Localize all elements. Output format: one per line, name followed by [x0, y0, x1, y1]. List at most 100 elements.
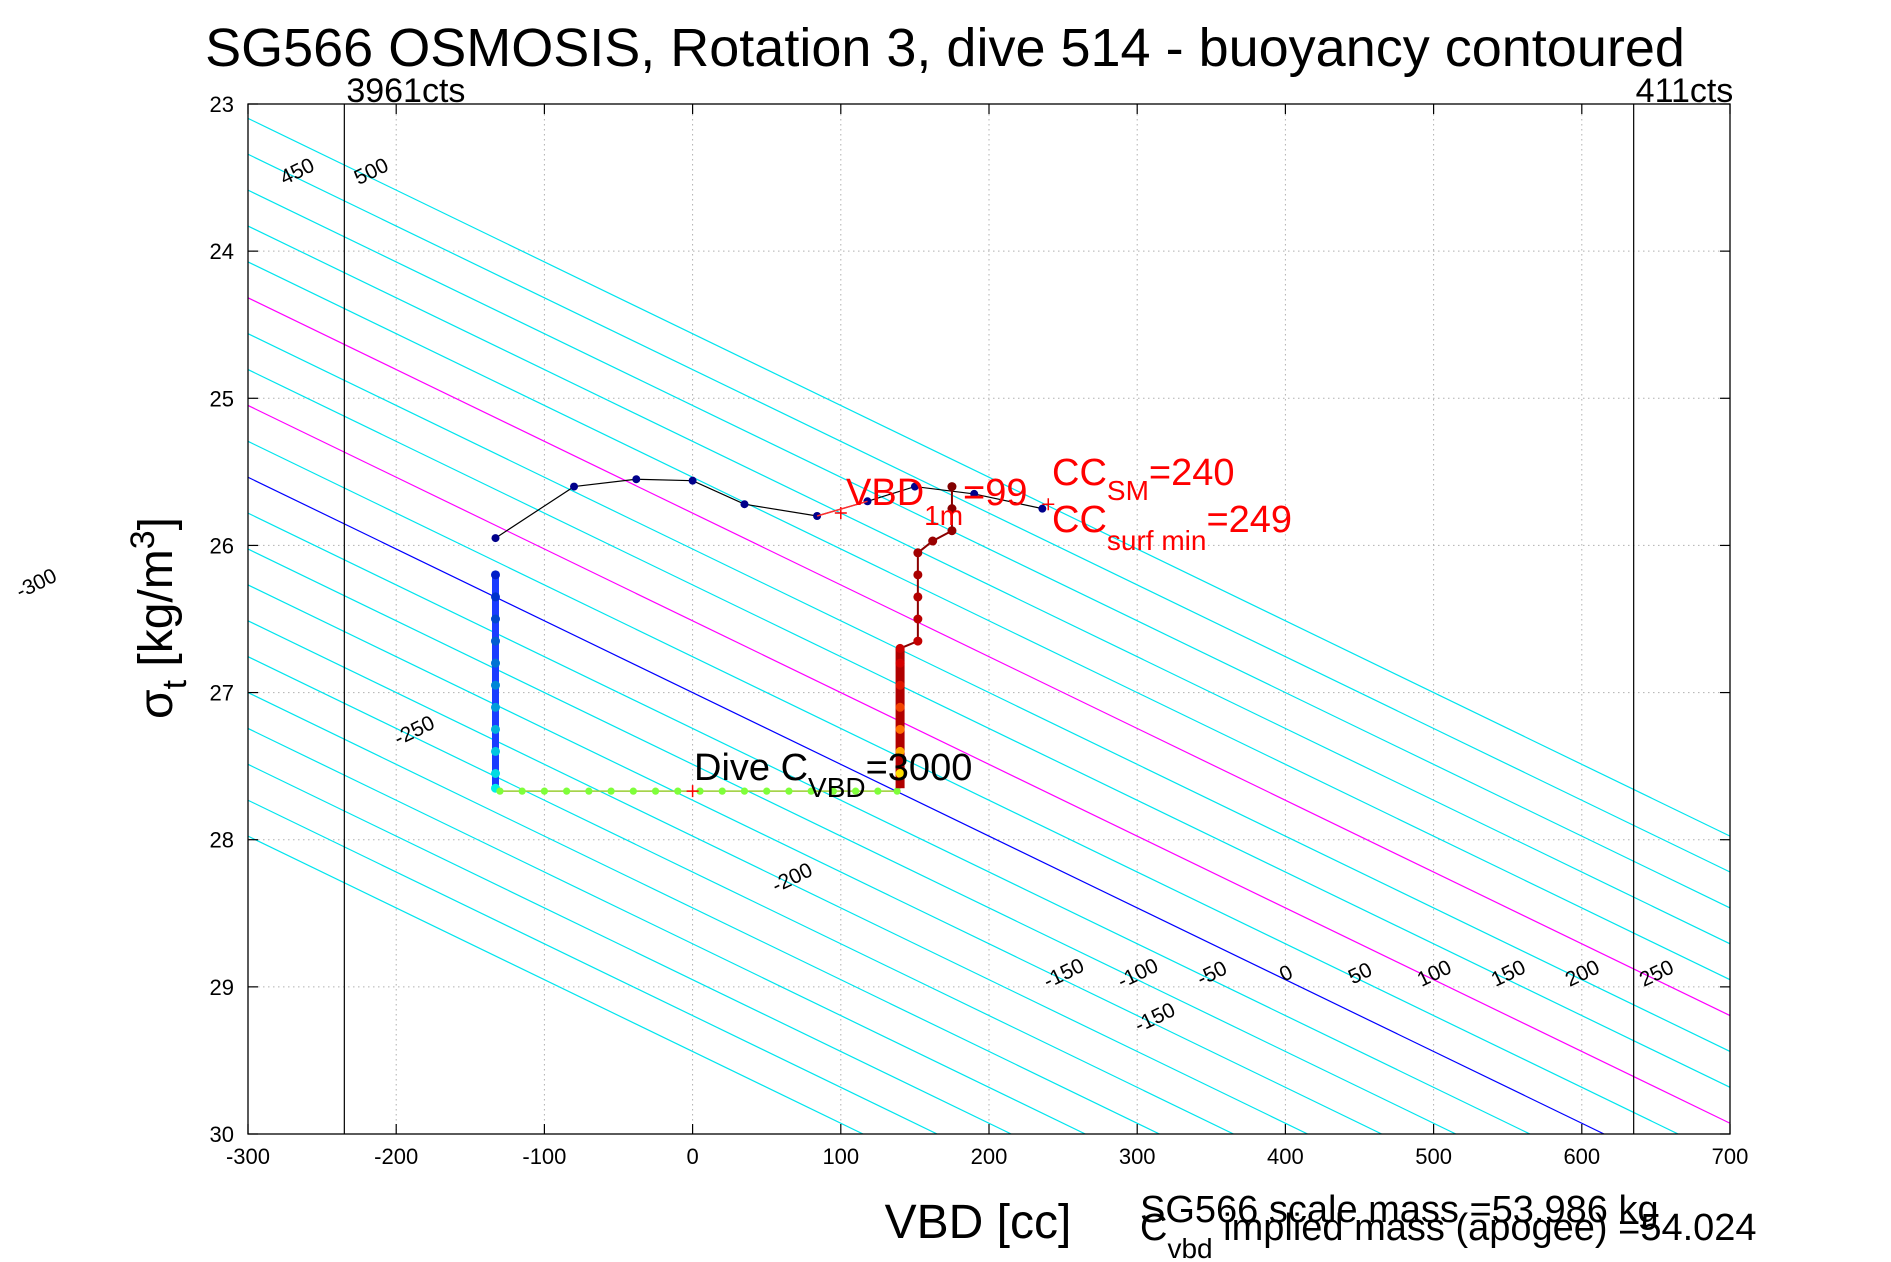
- contour-line: [248, 835, 864, 1134]
- vbd-1m-annotation: VBD1m=99: [846, 472, 1028, 531]
- climb-point: [740, 500, 749, 509]
- contour-line: [248, 763, 1012, 1134]
- ascent-point: [895, 702, 905, 712]
- climb-path-line: [495, 478, 1043, 539]
- apogee-point: [852, 787, 860, 795]
- dive-data: [490, 475, 1055, 798]
- contour-line: [248, 656, 1234, 1134]
- x-tick-label: -300: [226, 1144, 270, 1169]
- y-tick-label: 24: [210, 239, 234, 264]
- apogee-point: [893, 787, 901, 795]
- contour-line: [248, 548, 1457, 1134]
- x-tick-label: 400: [1267, 1144, 1304, 1169]
- x-tick-label: 100: [822, 1144, 859, 1169]
- ascent-point: [928, 536, 938, 546]
- apogee-point: [740, 787, 749, 795]
- y-tick-label: 25: [210, 386, 234, 411]
- contour-line: [248, 404, 1730, 1124]
- contour-line: [248, 584, 1382, 1134]
- chart-title: SG566 OSMOSIS, Rotation 3, dive 514 - bu…: [205, 18, 1685, 78]
- climb-point: [491, 534, 500, 543]
- contour-line: [248, 368, 1730, 1089]
- ascent-point: [895, 643, 905, 653]
- descent-point: [490, 680, 500, 690]
- descent-point: [490, 636, 500, 646]
- x-axis-label: VBD [cc]: [885, 1196, 1072, 1249]
- y-tick-label: 23: [210, 92, 234, 117]
- contour-line: [248, 691, 1160, 1134]
- annotations: VBD1m=99 CCSM=240 CCsurf min=249 Dive CV…: [694, 452, 1757, 1262]
- descent-point: [490, 592, 500, 602]
- descent-point: [490, 702, 500, 712]
- apogee-point: [696, 787, 704, 795]
- climb-point: [688, 476, 697, 485]
- apogee-point: [874, 787, 882, 795]
- x-tick-label: 600: [1563, 1144, 1600, 1169]
- climb-point: [1038, 504, 1047, 513]
- contour-line: [248, 512, 1531, 1134]
- apogee-point: [607, 787, 615, 795]
- apogee-point: [563, 787, 571, 795]
- ascent-point: [913, 614, 923, 624]
- ascent-point: [947, 526, 957, 536]
- ascent-point: [895, 746, 905, 756]
- x-tick-label: 0: [686, 1144, 698, 1169]
- x-tick-label: -200: [374, 1144, 418, 1169]
- contour-line: [248, 799, 938, 1134]
- contour-line: [248, 261, 1730, 981]
- contour-line: [248, 189, 1730, 909]
- ascent-dense-band: [895, 648, 905, 789]
- apogee-point: [540, 787, 549, 795]
- contour-line: [248, 440, 1679, 1134]
- descent-point: [490, 746, 500, 756]
- contour-line: [248, 117, 1730, 837]
- contour-line: [248, 620, 1308, 1134]
- x-tick-label: 700: [1712, 1144, 1749, 1169]
- contour-line: [248, 727, 1086, 1134]
- y-axis-label: σt [kg/m3]: [124, 517, 194, 719]
- climb-point: [570, 482, 579, 491]
- descent-point: [490, 570, 500, 580]
- cc-surf-min-annotation: CCsurf min=249: [1052, 499, 1292, 556]
- contour-line: [248, 333, 1730, 1053]
- vbd-1m-marker-line: [816, 500, 868, 517]
- plot-area: 450500-150-100-50050100150200250-400-350…: [13, 72, 1749, 1169]
- descent-point: [490, 658, 500, 668]
- ascent-point: [895, 769, 905, 778]
- gridlines: [248, 104, 1730, 1134]
- contour-label: -300: [13, 564, 61, 603]
- dive-cvbd-annotation: Dive CVBD=3000: [694, 747, 972, 803]
- contour-line: [248, 225, 1730, 945]
- apogee-point: [763, 787, 771, 795]
- apogee-point: [785, 787, 793, 795]
- apogee-point: [807, 787, 815, 795]
- y-tick-label: 29: [210, 975, 234, 1000]
- x-tick-label: 300: [1119, 1144, 1156, 1169]
- y-tick-label: 28: [210, 828, 234, 853]
- contour-line: [248, 297, 1730, 1017]
- y-tick-label: 26: [210, 533, 234, 558]
- x-tick-label: -100: [522, 1144, 566, 1169]
- implied-mass-text: Cvbd implied mass (apogee) =54.024: [1140, 1207, 1757, 1262]
- cc-sm-annotation: CCSM=240: [1052, 452, 1234, 506]
- y-tick-label: 30: [210, 1122, 234, 1147]
- ascent-point: [895, 658, 905, 668]
- ascent-point: [913, 570, 923, 580]
- apogee-point: [674, 787, 682, 795]
- scale-mass-text: SG566 scale mass =53.986 kg: [1140, 1189, 1659, 1231]
- climb-point: [632, 475, 641, 484]
- apogee-point: [585, 787, 593, 795]
- ascent-point: [895, 724, 905, 734]
- apogee-point: [651, 787, 660, 795]
- x-tick-label: 200: [971, 1144, 1008, 1169]
- ascent-point: [913, 636, 923, 646]
- contour-line: [248, 153, 1730, 873]
- marker-cross: [686, 785, 699, 798]
- apogee-point: [629, 787, 637, 795]
- descent-point: [490, 614, 500, 624]
- y-tick-label: 27: [210, 681, 234, 706]
- ascent-point: [895, 680, 905, 690]
- axis-ticks: -300 -200 -100 0 100 200 300 400 500 600 700 23 24 25…: [210, 92, 1749, 1169]
- apogee-point: [829, 787, 837, 795]
